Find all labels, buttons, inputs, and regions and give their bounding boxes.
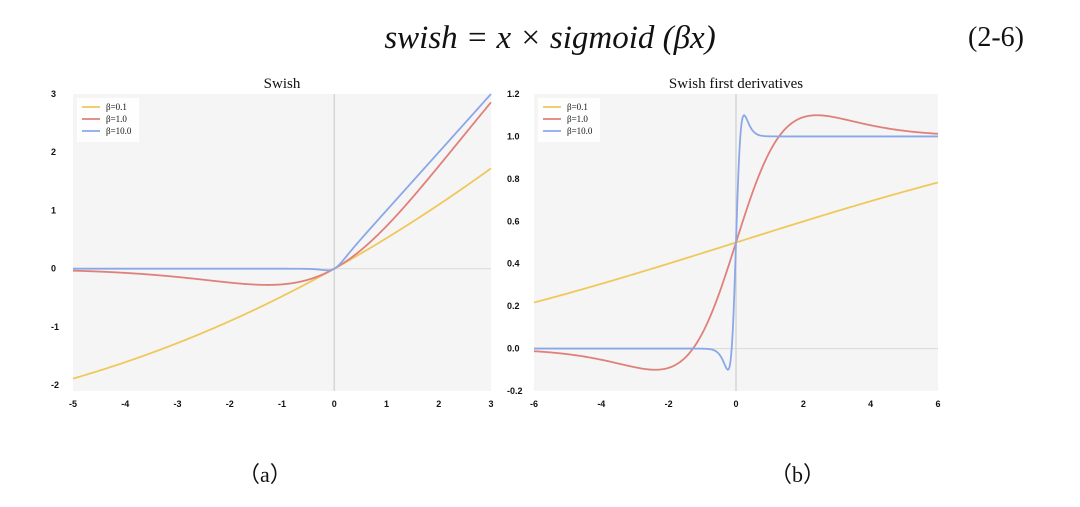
chart1-ytick-label: 0.2 xyxy=(507,301,520,311)
chart1-legend-box xyxy=(538,98,600,142)
chart0-ytick-label: 2 xyxy=(51,147,56,157)
caption-a: （a） xyxy=(238,462,292,487)
chart0-series-line-beta-1 xyxy=(72,101,492,286)
chart0-xtick-label: -3 xyxy=(173,399,181,409)
chart0-ytick-label: 0 xyxy=(51,264,56,274)
chart0-ytick-label: 3 xyxy=(51,89,56,99)
chart1-ytick-label: 0.6 xyxy=(507,216,520,226)
equation-formula: swish = x × sigmoid (βx) xyxy=(384,20,716,56)
chart0-xtick-label: -4 xyxy=(121,399,129,409)
chart0-series-line-beta-2 xyxy=(73,93,492,272)
chart0-ytick-label: 1 xyxy=(51,205,56,215)
chart1-series-line-beta-2 xyxy=(534,114,938,371)
equation: swish = x × sigmoid (βx) (2-6) xyxy=(0,18,1080,58)
chart0-xtick-label: -1 xyxy=(278,399,286,409)
chart1-xtick-label: 6 xyxy=(935,399,940,409)
chart1-xtick-label: -4 xyxy=(597,399,605,409)
caption-b: （b） xyxy=(770,462,826,487)
chart1-legend-label: β=1.0 xyxy=(567,114,588,124)
chart-swish-derivatives: Swish first derivatives -6 -4 -2 0 2 4 6 -0.2 0.0… xyxy=(500,70,960,415)
chart-swish-svg: Swish -5 -4 -3 -2 -1 0 1 2 3 -2 -1 0 1 2 3 β=0.1 β=1.0 β=1… xyxy=(51,76,494,409)
chart-swish: Swish -5 -4 -3 -2 -1 0 1 2 3 -2 -1 0 1 2 3 β=0.1 β=1.0 β=1… xyxy=(30,70,510,415)
chart0-xtick-label: -5 xyxy=(69,399,77,409)
chart1-ytick-label: 0.4 xyxy=(507,259,520,269)
chart1-ytick-label: -0.2 xyxy=(507,386,523,396)
chart0-plot-area xyxy=(73,94,491,391)
chart1-legend-label: β=0.1 xyxy=(567,102,588,112)
chart1-xtick-label: 0 xyxy=(733,399,738,409)
chart0-xtick-label: 1 xyxy=(384,399,389,409)
chart1-xtick-label: -2 xyxy=(665,399,673,409)
chart1-ytick-label: 1.2 xyxy=(507,89,520,99)
chart0-series-line-beta-0 xyxy=(72,167,492,380)
chart1-ytick-label: 1.0 xyxy=(507,131,520,141)
chart0-legend: β=0.1 β=1.0 β=10.0 xyxy=(77,98,139,142)
chart1-legend: β=0.1 β=1.0 β=10.0 xyxy=(538,98,600,142)
chart0-legend-label: β=10.0 xyxy=(106,126,132,136)
chart0-ytick-label: -2 xyxy=(51,380,59,390)
equation-number: (2-6) xyxy=(968,22,1024,53)
chart1-legend-label: β=10.0 xyxy=(567,126,593,136)
chart-swish-derivatives-svg: Swish first derivatives -6 -4 -2 0 2 4 6 -0.2 0.0… xyxy=(507,76,941,409)
chart1-ytick-label: 0.0 xyxy=(507,344,520,354)
chart1-xtick-label: 4 xyxy=(868,399,873,409)
chart0-legend-label: β=1.0 xyxy=(106,114,127,124)
chart1-xtick-label: 2 xyxy=(801,399,806,409)
chart0-xtick-label: -2 xyxy=(226,399,234,409)
chart0-legend-label: β=0.1 xyxy=(106,102,127,112)
chart0-ytick-label: -1 xyxy=(51,322,59,332)
chart1-xtick-label: -6 xyxy=(530,399,538,409)
chart0-xtick-label: 3 xyxy=(488,399,493,409)
chart1-title: Swish first derivatives xyxy=(669,76,803,92)
chart0-xtick-label: 0 xyxy=(332,399,337,409)
chart1-ytick-label: 0.8 xyxy=(507,174,520,184)
chart0-xtick-label: 2 xyxy=(436,399,441,409)
chart0-legend-box xyxy=(77,98,139,142)
chart0-title: Swish xyxy=(264,76,301,92)
